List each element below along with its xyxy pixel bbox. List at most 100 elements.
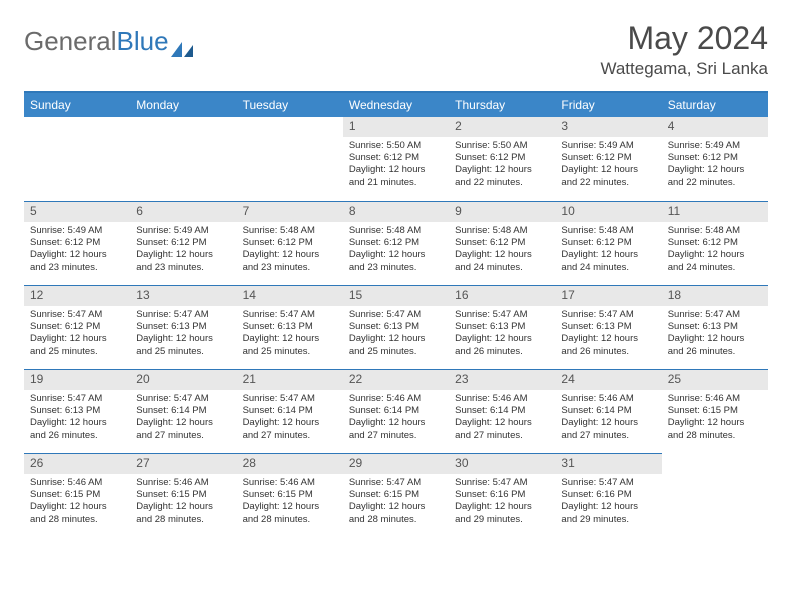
daylight-line: Daylight: 12 hours and 29 minutes. (561, 501, 655, 526)
day-details: Sunrise: 5:47 AMSunset: 6:15 PMDaylight:… (343, 474, 449, 532)
daylight-line: Daylight: 12 hours and 26 minutes. (668, 333, 762, 358)
day-number: 7 (237, 202, 343, 222)
daylight-line: Daylight: 12 hours and 23 minutes. (136, 249, 230, 274)
daylight-line: Daylight: 12 hours and 22 minutes. (455, 164, 549, 189)
daylight-line: Daylight: 12 hours and 24 minutes. (561, 249, 655, 274)
sunrise-line: Sunrise: 5:47 AM (30, 309, 124, 321)
day-number: 8 (343, 202, 449, 222)
sunset-line: Sunset: 6:15 PM (30, 489, 124, 501)
sunset-line: Sunset: 6:14 PM (455, 405, 549, 417)
day-number: 25 (662, 370, 768, 390)
day-details: Sunrise: 5:47 AMSunset: 6:13 PMDaylight:… (555, 306, 661, 364)
calendar-cell: 16Sunrise: 5:47 AMSunset: 6:13 PMDayligh… (449, 285, 555, 369)
day-details: Sunrise: 5:49 AMSunset: 6:12 PMDaylight:… (24, 222, 130, 280)
day-number-empty (130, 117, 236, 135)
calendar-cell-empty (237, 117, 343, 201)
sunset-line: Sunset: 6:12 PM (561, 152, 655, 164)
day-number: 15 (343, 286, 449, 306)
day-details: Sunrise: 5:46 AMSunset: 6:15 PMDaylight:… (662, 390, 768, 448)
day-number: 9 (449, 202, 555, 222)
day-number: 3 (555, 117, 661, 137)
sunset-line: Sunset: 6:15 PM (243, 489, 337, 501)
day-details: Sunrise: 5:46 AMSunset: 6:15 PMDaylight:… (24, 474, 130, 532)
calendar-page: GeneralBlue May 2024 Wattegama, Sri Lank… (0, 0, 792, 557)
daylight-line: Daylight: 12 hours and 23 minutes. (349, 249, 443, 274)
day-number: 19 (24, 370, 130, 390)
sunset-line: Sunset: 6:13 PM (349, 321, 443, 333)
day-details: Sunrise: 5:47 AMSunset: 6:14 PMDaylight:… (237, 390, 343, 448)
day-details: Sunrise: 5:48 AMSunset: 6:12 PMDaylight:… (237, 222, 343, 280)
sunrise-line: Sunrise: 5:50 AM (455, 140, 549, 152)
calendar-cell: 17Sunrise: 5:47 AMSunset: 6:13 PMDayligh… (555, 285, 661, 369)
day-number: 29 (343, 454, 449, 474)
sunrise-line: Sunrise: 5:48 AM (455, 225, 549, 237)
weekday-header: Wednesday (343, 93, 449, 117)
daylight-line: Daylight: 12 hours and 26 minutes. (30, 417, 124, 442)
day-details: Sunrise: 5:48 AMSunset: 6:12 PMDaylight:… (449, 222, 555, 280)
day-details: Sunrise: 5:46 AMSunset: 6:14 PMDaylight:… (555, 390, 661, 448)
calendar: SundayMondayTuesdayWednesdayThursdayFrid… (24, 91, 768, 537)
daylight-line: Daylight: 12 hours and 25 minutes. (136, 333, 230, 358)
day-number: 24 (555, 370, 661, 390)
calendar-cell: 24Sunrise: 5:46 AMSunset: 6:14 PMDayligh… (555, 369, 661, 453)
sunset-line: Sunset: 6:14 PM (349, 405, 443, 417)
weekday-header: Monday (130, 93, 236, 117)
sunrise-line: Sunrise: 5:46 AM (349, 393, 443, 405)
sunrise-line: Sunrise: 5:49 AM (30, 225, 124, 237)
sunrise-line: Sunrise: 5:46 AM (455, 393, 549, 405)
day-number: 27 (130, 454, 236, 474)
sunset-line: Sunset: 6:12 PM (668, 237, 762, 249)
calendar-cell: 12Sunrise: 5:47 AMSunset: 6:12 PMDayligh… (24, 285, 130, 369)
calendar-cell: 11 Sunrise: 5:48 AMSunset: 6:12 PMDayligh… (662, 201, 768, 285)
daylight-line: Daylight: 12 hours and 24 minutes. (668, 249, 762, 274)
day-details: Sunrise: 5:46 AMSunset: 6:15 PMDaylight:… (130, 474, 236, 532)
sunset-line: Sunset: 6:12 PM (349, 237, 443, 249)
calendar-cell: 28Sunrise: 5:46 AMSunset: 6:15 PMDayligh… (237, 453, 343, 537)
sunrise-line: Sunrise: 5:47 AM (243, 309, 337, 321)
calendar-cell: 5Sunrise: 5:49 AMSunset: 6:12 PMDaylight… (24, 201, 130, 285)
calendar-cell: 29Sunrise: 5:47 AMSunset: 6:15 PMDayligh… (343, 453, 449, 537)
day-details: Sunrise: 5:47 AMSunset: 6:14 PMDaylight:… (130, 390, 236, 448)
day-number: 4 (662, 117, 768, 137)
daylight-line: Daylight: 12 hours and 25 minutes. (349, 333, 443, 358)
day-number: 13 (130, 286, 236, 306)
day-number: 23 (449, 370, 555, 390)
sunset-line: Sunset: 6:13 PM (136, 321, 230, 333)
daylight-line: Daylight: 12 hours and 26 minutes. (455, 333, 549, 358)
sunrise-line: Sunrise: 5:47 AM (561, 309, 655, 321)
day-number: 10 (555, 202, 661, 222)
calendar-cell: 8 Sunrise: 5:48 AMSunset: 6:12 PMDaylight… (343, 201, 449, 285)
calendar-cell: 18Sunrise: 5:47 AMSunset: 6:13 PMDayligh… (662, 285, 768, 369)
sunset-line: Sunset: 6:13 PM (668, 321, 762, 333)
calendar-cell: 15Sunrise: 5:47 AMSunset: 6:13 PMDayligh… (343, 285, 449, 369)
sunset-line: Sunset: 6:12 PM (455, 152, 549, 164)
sunrise-line: Sunrise: 5:47 AM (136, 309, 230, 321)
day-number: 20 (130, 370, 236, 390)
sunset-line: Sunset: 6:12 PM (30, 321, 124, 333)
sunset-line: Sunset: 6:12 PM (136, 237, 230, 249)
day-number-empty (237, 117, 343, 135)
sunset-line: Sunset: 6:12 PM (561, 237, 655, 249)
day-number: 18 (662, 286, 768, 306)
calendar-header-row: SundayMondayTuesdayWednesdayThursdayFrid… (24, 93, 768, 117)
day-number: 21 (237, 370, 343, 390)
day-number: 26 (24, 454, 130, 474)
day-number: 14 (237, 286, 343, 306)
sunrise-line: Sunrise: 5:46 AM (136, 477, 230, 489)
day-details: Sunrise: 5:50 AMSunset: 6:12 PMDaylight:… (343, 137, 449, 195)
calendar-cell: 1Sunrise: 5:50 AMSunset: 6:12 PMDaylight… (343, 117, 449, 201)
logo-text-blue: Blue (117, 26, 169, 57)
calendar-cell: 26Sunrise: 5:46 AMSunset: 6:15 PMDayligh… (24, 453, 130, 537)
daylight-line: Daylight: 12 hours and 23 minutes. (30, 249, 124, 274)
weekday-header: Sunday (24, 93, 130, 117)
weekday-header: Saturday (662, 93, 768, 117)
sunrise-line: Sunrise: 5:48 AM (668, 225, 762, 237)
calendar-body: 1Sunrise: 5:50 AMSunset: 6:12 PMDaylight… (24, 117, 768, 537)
sunrise-line: Sunrise: 5:48 AM (243, 225, 337, 237)
day-number: 28 (237, 454, 343, 474)
sunrise-line: Sunrise: 5:48 AM (349, 225, 443, 237)
sunset-line: Sunset: 6:13 PM (30, 405, 124, 417)
daylight-line: Daylight: 12 hours and 27 minutes. (455, 417, 549, 442)
calendar-cell: 25Sunrise: 5:46 AMSunset: 6:15 PMDayligh… (662, 369, 768, 453)
day-number: 11 (662, 202, 768, 222)
